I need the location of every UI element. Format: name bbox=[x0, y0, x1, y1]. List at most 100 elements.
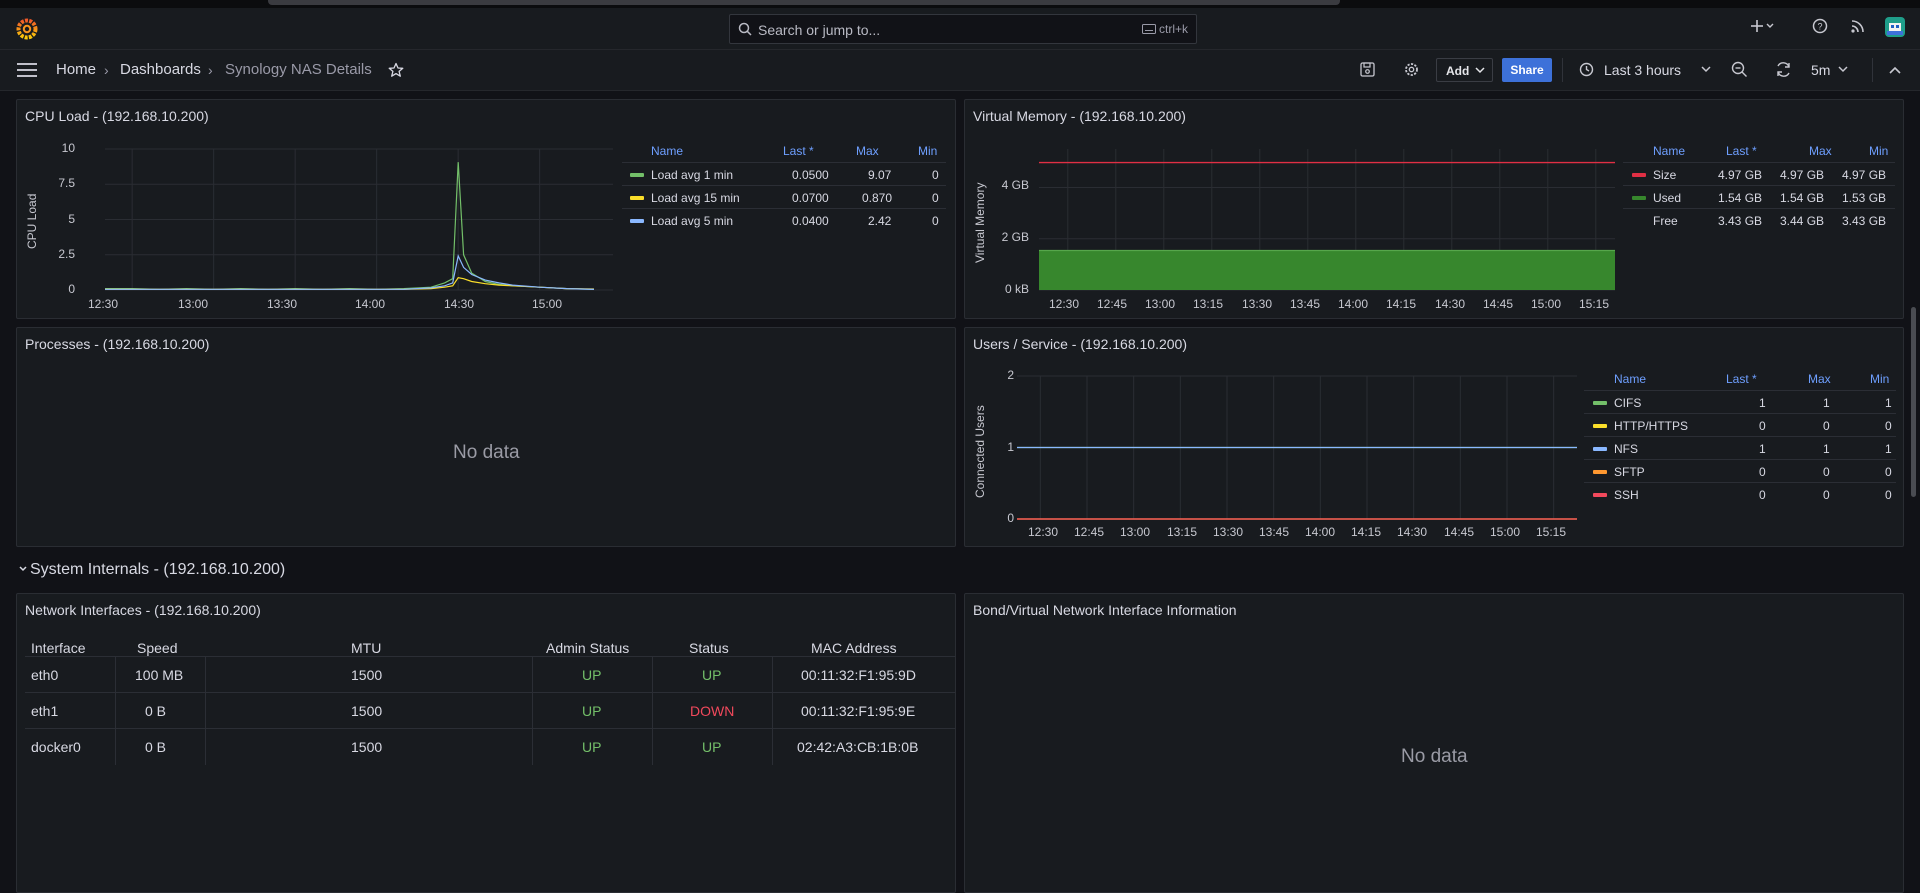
y-tick-label: 0 bbox=[1007, 511, 1014, 525]
legend-max: 1.54 GB bbox=[1780, 191, 1825, 205]
x-tick-label: 13:30 bbox=[267, 297, 298, 311]
legend-header-max[interactable]: Max bbox=[1808, 372, 1831, 386]
refresh-interval-picker[interactable]: 5m bbox=[1811, 62, 1831, 78]
cpu-load-panel[interactable]: CPU Load - (192.168.10.200) CPU Load 10 … bbox=[16, 99, 956, 319]
legend-header-min[interactable]: Min bbox=[1870, 372, 1890, 386]
legend-last: 1 bbox=[1759, 396, 1766, 410]
cell-status: DOWN bbox=[690, 703, 735, 719]
legend-header-name[interactable]: Name bbox=[1614, 372, 1647, 386]
user-avatar-icon[interactable] bbox=[1884, 16, 1906, 38]
legend-min: 1 bbox=[1885, 442, 1892, 456]
refresh-icon[interactable] bbox=[1775, 61, 1792, 78]
add-button[interactable]: Add bbox=[1436, 58, 1493, 82]
legend-row[interactable]: Free 3.43 GB 3.44 GB 3.43 GB bbox=[1623, 208, 1895, 232]
time-range-picker[interactable]: Last 3 hours bbox=[1604, 62, 1682, 78]
clock-icon bbox=[1579, 62, 1594, 77]
legend-header-name[interactable]: Name bbox=[651, 144, 684, 158]
x-tick-label: 14:30 bbox=[1397, 525, 1428, 539]
legend-header-min[interactable]: Min bbox=[1869, 144, 1889, 158]
legend-header-name[interactable]: Name bbox=[1653, 144, 1686, 158]
legend-header-max[interactable]: Max bbox=[1809, 144, 1832, 158]
x-tick-label: 14:15 bbox=[1351, 525, 1382, 539]
x-tick-label: 13:00 bbox=[1120, 525, 1151, 539]
table-row[interactable]: eth0 100 MB 1500 UP UP 00:11:32:F1:95:9D bbox=[25, 656, 955, 693]
legend-row[interactable]: Load avg 15 min 0.0700 0.870 0 bbox=[622, 185, 946, 209]
top-strip-handle bbox=[268, 0, 1340, 5]
share-button[interactable]: Share bbox=[1502, 58, 1552, 82]
legend-min: 3.43 GB bbox=[1842, 214, 1887, 228]
column-divider bbox=[115, 657, 116, 693]
x-tick-label: 14:00 bbox=[1305, 525, 1336, 539]
legend-min: 1.53 GB bbox=[1842, 191, 1887, 205]
network-interfaces-panel[interactable]: Network Interfaces - (192.168.10.200) In… bbox=[16, 593, 956, 893]
no-data-message: No data bbox=[453, 442, 520, 463]
legend-row[interactable]: SFTP 0 0 0 bbox=[1584, 459, 1896, 483]
cell-mtu: 1500 bbox=[351, 667, 383, 683]
y-tick-label: 5 bbox=[68, 212, 75, 226]
legend-row[interactable]: CIFS 1 1 1 bbox=[1584, 390, 1896, 414]
column-divider bbox=[115, 693, 116, 729]
news-feed-icon[interactable] bbox=[1850, 18, 1866, 34]
page-scrollbar[interactable] bbox=[1911, 307, 1916, 497]
section-row-header[interactable]: System Internals - (192.168.10.200) bbox=[18, 561, 285, 579]
legend-name: NFS bbox=[1614, 442, 1638, 456]
column-divider bbox=[772, 657, 773, 693]
legend-header-max[interactable]: Max bbox=[856, 144, 879, 158]
panel-title: Users / Service - (192.168.10.200) bbox=[973, 336, 1187, 352]
zoom-out-icon[interactable] bbox=[1731, 61, 1748, 78]
virtual-memory-panel[interactable]: Virtual Memory - (192.168.10.200) Virtua… bbox=[964, 99, 1904, 319]
x-tick-label: 14:15 bbox=[1386, 297, 1417, 311]
legend-row[interactable]: Load avg 1 min 0.0500 9.07 0 bbox=[622, 162, 946, 186]
legend-header-last[interactable]: Last * bbox=[1726, 144, 1757, 158]
legend-last: 0.0500 bbox=[792, 168, 829, 182]
table-header[interactable]: Interface bbox=[31, 640, 86, 656]
users-service-panel[interactable]: Users / Service - (192.168.10.200) Conne… bbox=[964, 327, 1904, 547]
legend-row[interactable]: NFS 1 1 1 bbox=[1584, 436, 1896, 460]
table-header[interactable]: Speed bbox=[137, 640, 178, 656]
legend-row[interactable]: Load avg 5 min 0.0400 2.42 0 bbox=[622, 208, 946, 232]
time-range-chevron-icon[interactable] bbox=[1701, 66, 1711, 73]
bond-interface-panel[interactable]: Bond/Virtual Network Interface Informati… bbox=[964, 593, 1904, 893]
legend-min: 4.97 GB bbox=[1842, 168, 1887, 182]
breadcrumb-dashboards[interactable]: Dashboards bbox=[120, 61, 201, 78]
legend-max: 1 bbox=[1823, 396, 1830, 410]
x-tick-label: 14:45 bbox=[1444, 525, 1475, 539]
table-header[interactable]: MTU bbox=[351, 640, 382, 656]
y-tick-label: 2.5 bbox=[58, 247, 75, 261]
grafana-logo-icon[interactable] bbox=[15, 17, 39, 41]
help-icon[interactable]: ? bbox=[1812, 18, 1828, 34]
table-row[interactable]: eth1 0 B 1500 UP DOWN 00:11:32:F1:95:9E bbox=[25, 692, 955, 729]
legend-row[interactable]: SSH 0 0 0 bbox=[1584, 482, 1896, 506]
breadcrumb-home[interactable]: Home bbox=[56, 61, 97, 78]
legend-min: 0 bbox=[932, 214, 939, 228]
save-icon[interactable] bbox=[1360, 62, 1375, 77]
search-bar[interactable]: Search or jump to... ctrl+k bbox=[729, 14, 1197, 44]
breadcrumb-current: Synology NAS Details bbox=[225, 61, 372, 78]
refresh-interval-chevron-icon[interactable] bbox=[1838, 66, 1848, 73]
legend-min: 0 bbox=[1885, 488, 1892, 502]
top-strip bbox=[0, 0, 1920, 8]
menu-icon[interactable] bbox=[17, 63, 37, 77]
legend-row[interactable]: Size 4.97 GB 4.97 GB 4.97 GB bbox=[1623, 162, 1895, 186]
settings-gear-icon[interactable] bbox=[1403, 61, 1420, 78]
legend-header-last[interactable]: Last * bbox=[783, 144, 814, 158]
collapse-chevron-up-icon[interactable] bbox=[1889, 66, 1901, 74]
new-plus-icon[interactable] bbox=[1750, 18, 1776, 34]
legend-header-min[interactable]: Min bbox=[918, 144, 938, 158]
legend-color-swatch bbox=[1593, 401, 1607, 405]
x-tick-label: 13:30 bbox=[1242, 297, 1273, 311]
star-icon[interactable] bbox=[388, 62, 404, 78]
panel-title: Bond/Virtual Network Interface Informati… bbox=[973, 602, 1237, 618]
table-header[interactable]: MAC Address bbox=[811, 640, 897, 656]
x-tick-label: 14:30 bbox=[1435, 297, 1466, 311]
processes-panel[interactable]: Processes - (192.168.10.200) No data bbox=[16, 327, 956, 547]
x-tick-label: 13:00 bbox=[1145, 297, 1176, 311]
table-header[interactable]: Status bbox=[689, 640, 729, 656]
table-row[interactable]: docker0 0 B 1500 UP UP 02:42:A3:CB:1B:0B bbox=[25, 728, 955, 765]
legend-max: 0.870 bbox=[862, 191, 893, 205]
table-header[interactable]: Admin Status bbox=[546, 640, 630, 656]
legend-row[interactable]: HTTP/HTTPS 0 0 0 bbox=[1584, 413, 1896, 437]
legend-row[interactable]: Used 1.54 GB 1.54 GB 1.53 GB bbox=[1623, 185, 1895, 209]
svg-text:?: ? bbox=[1817, 22, 1822, 32]
legend-header-last[interactable]: Last * bbox=[1726, 372, 1757, 386]
